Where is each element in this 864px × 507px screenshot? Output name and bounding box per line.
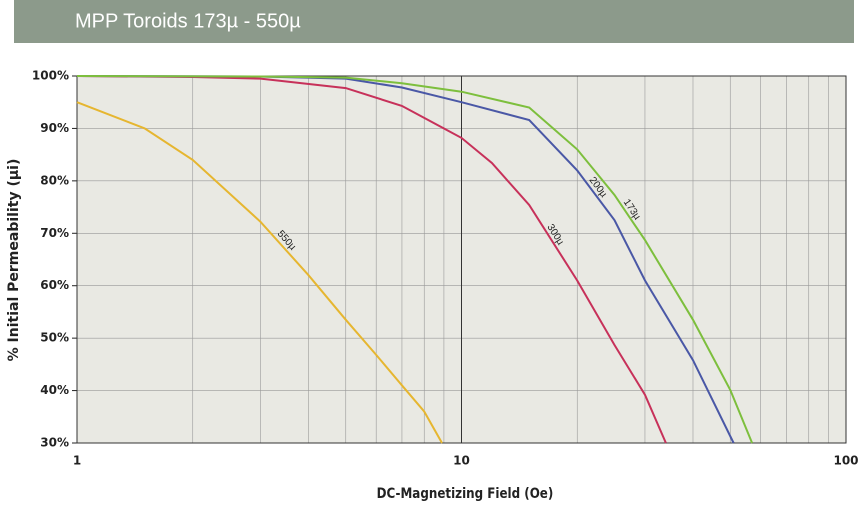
y-tick-label: 40% xyxy=(40,383,69,397)
chart-title: MPP Toroids 173µ - 550µ xyxy=(75,10,301,32)
y-tick-label: 100% xyxy=(32,69,69,83)
x-tick-label: 10 xyxy=(453,454,470,468)
series-line xyxy=(76,75,667,444)
y-tick-label: 80% xyxy=(40,173,69,187)
y-axis-label: % Initial Permeability (µi) xyxy=(6,159,22,362)
series-line xyxy=(76,75,754,444)
y-tick-label: 60% xyxy=(40,278,69,292)
y-tick-label: 70% xyxy=(40,226,69,240)
x-tick-label: 100 xyxy=(833,454,858,468)
series-line xyxy=(76,101,443,444)
x-tick-label: 1 xyxy=(73,454,81,468)
header-bar xyxy=(14,0,854,43)
y-tick-label: 90% xyxy=(40,121,69,135)
y-tick-label: 30% xyxy=(40,436,69,450)
plot-frame xyxy=(76,75,847,444)
x-axis-label: DC-Magnetizing Field (Oe) xyxy=(377,486,554,502)
y-tick-label: 50% xyxy=(40,331,69,345)
